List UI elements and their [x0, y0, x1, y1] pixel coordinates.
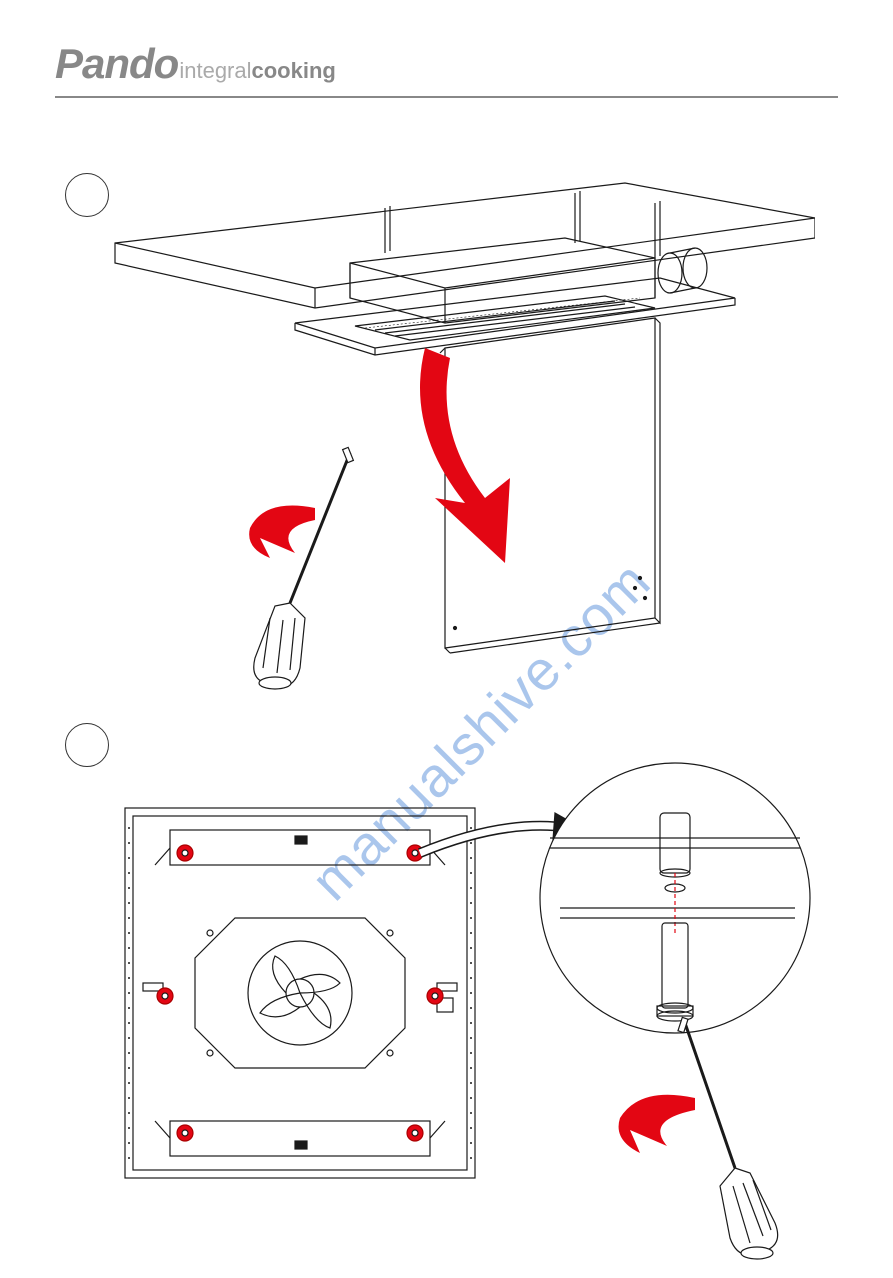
step1-illustration: [95, 158, 815, 718]
swing-arrow-icon: [420, 348, 510, 563]
diagram-area: manualshive.com: [55, 158, 838, 1238]
rotation-arrow-icon-2: [619, 1094, 695, 1152]
brand-subtitle-1: integral: [179, 58, 251, 84]
brand-name: Pando: [55, 40, 178, 88]
rotation-arrow-icon: [249, 505, 315, 558]
header-rule: [55, 96, 838, 98]
brand-header: Pando integral cooking: [55, 40, 838, 88]
manual-page: Pando integral cooking manualshive.com: [0, 0, 893, 1278]
screwdriver-icon-2: [678, 1017, 778, 1259]
brand-subtitle-2: cooking: [252, 58, 336, 84]
step2-illustration: [95, 758, 835, 1278]
screwdriver-icon: [254, 447, 354, 689]
